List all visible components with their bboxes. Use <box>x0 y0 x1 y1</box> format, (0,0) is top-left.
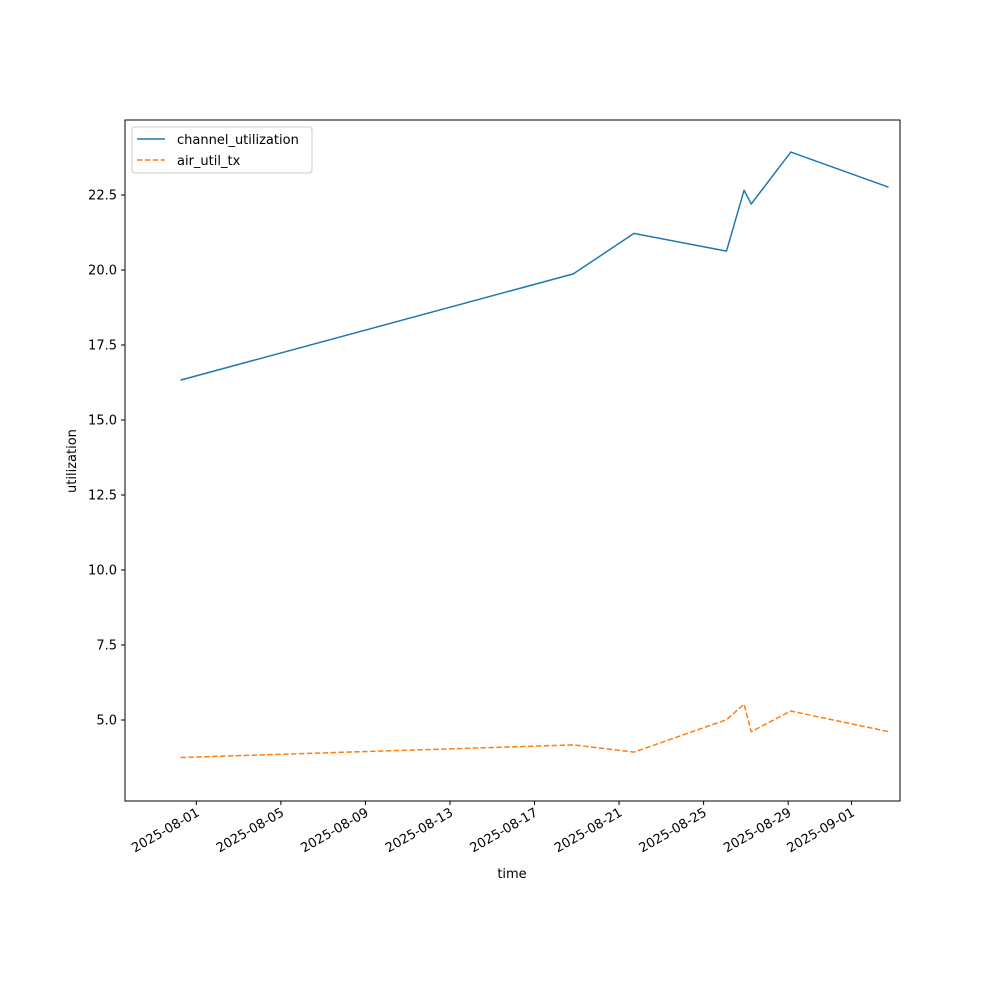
data-point-air-util-tx-0 <box>180 757 182 759</box>
data-point-channel-utilization-5 <box>750 203 752 205</box>
legend-label-air-util-tx: air_util_tx <box>177 154 241 169</box>
data-point-channel-utilization-0 <box>180 379 182 381</box>
x-tick-label: 2025-08-17 <box>468 805 541 856</box>
series-line-air-util-tx <box>180 703 889 759</box>
x-tick-label: 2025-08-09 <box>298 805 371 856</box>
data-point-air-util-tx-2 <box>633 751 635 753</box>
series-layer <box>180 151 890 759</box>
data-point-channel-utilization-3 <box>726 250 728 252</box>
x-axis: 2025-08-01 2025-08-05 2025-08-09 2025-08-13… <box>129 801 858 856</box>
legend: channel_utilization air_util_tx <box>131 126 313 174</box>
data-point-channel-utilization-1 <box>572 273 574 275</box>
y-tick-label: 17.5 <box>88 339 117 354</box>
y-axis: 5.0 7.5 10.0 12.5 15.0 17.5 20.0 22.5 <box>88 189 125 729</box>
y-tick-label: 7.5 <box>96 639 117 654</box>
data-point-air-util-tx-5 <box>750 731 752 733</box>
y-tick-label: 5.0 <box>96 714 117 729</box>
x-axis-title: time <box>497 867 526 882</box>
y-tick-label: 22.5 <box>88 189 117 204</box>
data-point-air-util-tx-1 <box>572 744 574 746</box>
x-tick-label: 2025-08-25 <box>637 805 710 856</box>
data-point-channel-utilization-7 <box>888 186 890 188</box>
data-point-air-util-tx-4 <box>743 703 745 705</box>
series-line-channel-utilization <box>180 151 889 381</box>
data-point-channel-utilization-4 <box>743 189 745 191</box>
y-tick-label: 15.0 <box>88 414 117 429</box>
x-tick-label: 2025-08-05 <box>214 805 287 856</box>
data-point-channel-utilization-6 <box>790 151 792 153</box>
data-point-air-util-tx-3 <box>726 719 728 721</box>
data-point-channel-utilization-2 <box>633 232 635 234</box>
x-tick-label: 2025-08-01 <box>129 805 202 856</box>
y-tick-label: 10.0 <box>88 564 117 579</box>
y-axis-title: utilization <box>65 429 80 493</box>
x-tick-label: 2025-08-21 <box>552 805 625 856</box>
x-tick-label: 2025-08-13 <box>383 805 456 856</box>
y-tick-label: 20.0 <box>88 264 117 279</box>
plot-frame <box>124 119 901 802</box>
x-tick-label: 2025-08-29 <box>721 805 794 856</box>
y-tick-label: 12.5 <box>88 489 117 504</box>
legend-box <box>131 126 313 174</box>
legend-label-channel-utilization: channel_utilization <box>177 133 299 148</box>
plot-area <box>125 120 900 801</box>
data-point-air-util-tx-6 <box>790 710 792 712</box>
data-point-air-util-tx-7 <box>888 731 890 733</box>
x-tick-label: 2025-09-01 <box>785 805 858 856</box>
